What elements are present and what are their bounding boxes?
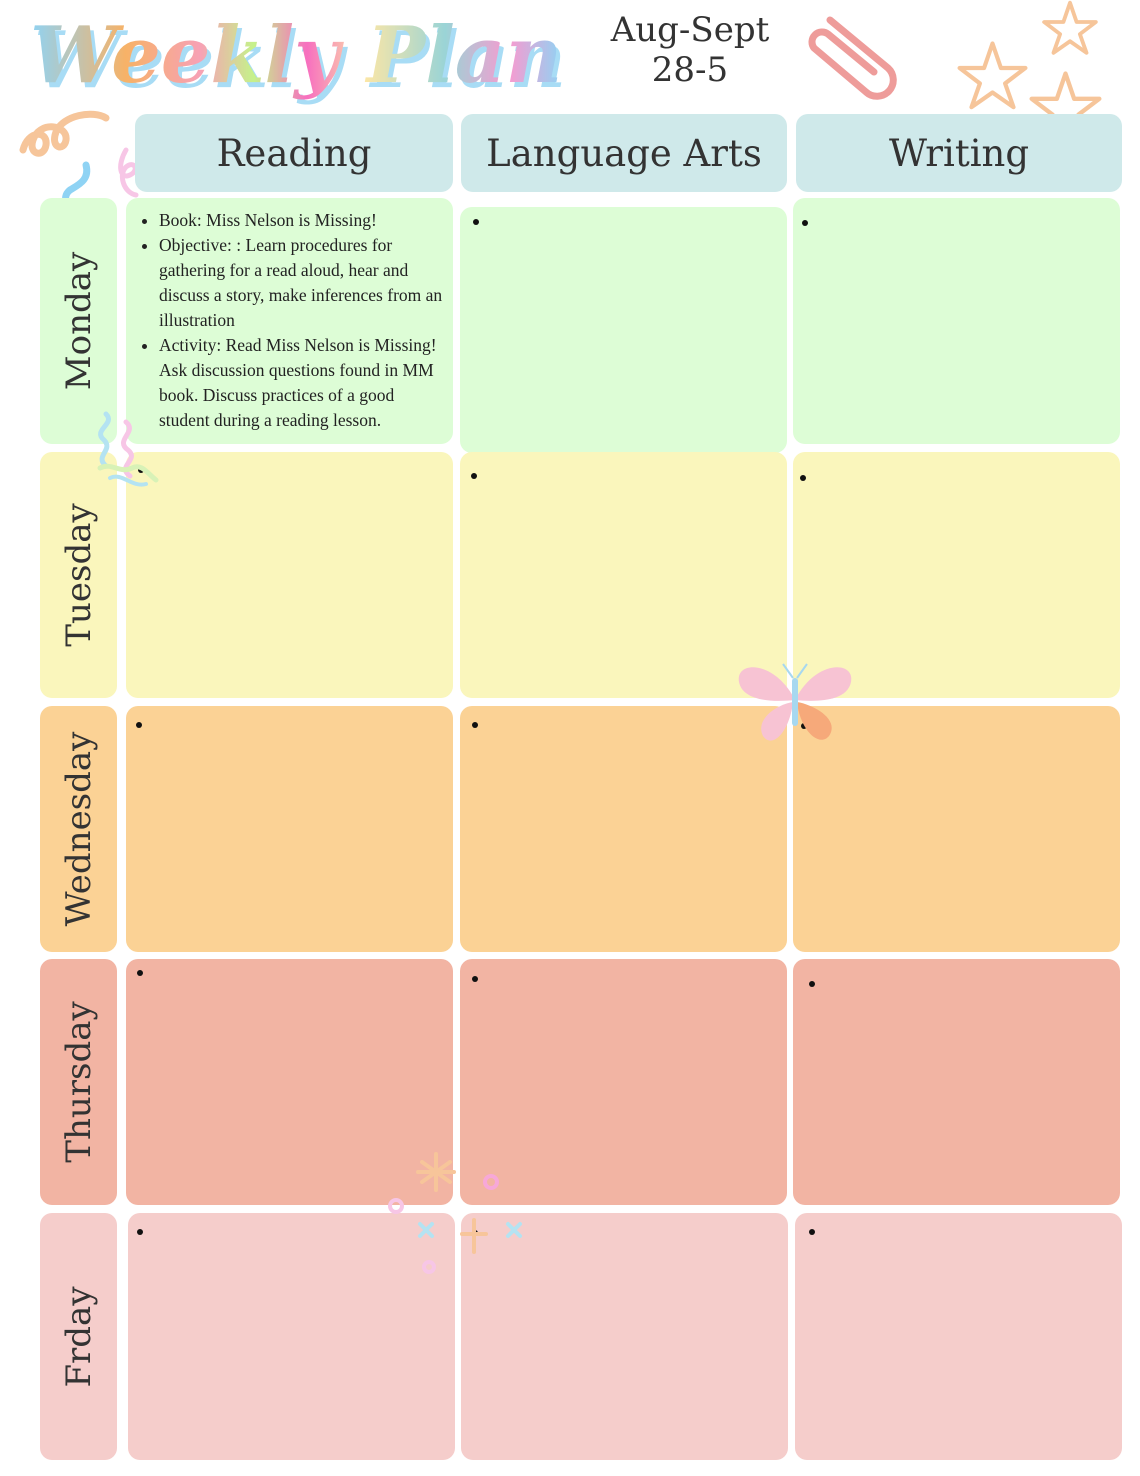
cell-wednesday-writing[interactable]: [793, 706, 1120, 952]
cell-monday-reading[interactable]: Book: Miss Nelson is Missing! Objective:…: [126, 198, 453, 444]
header-reading: Reading: [135, 114, 453, 192]
list-item: Book: Miss Nelson is Missing!: [159, 208, 449, 233]
svg-text:Weekly Plan: Weekly Plan: [30, 10, 562, 101]
header-language-arts: Language Arts: [461, 114, 787, 192]
swirl-icon: [118, 147, 139, 198]
bullet-icon: [473, 219, 479, 225]
bullet-icon: [137, 970, 143, 976]
bullet-icon: [809, 981, 815, 987]
cell-tuesday-language-arts[interactable]: [460, 452, 787, 698]
cell-thursday-reading[interactable]: [126, 959, 453, 1205]
list-item: Activity: Read Miss Nelson is Missing! A…: [159, 333, 449, 433]
butterfly-icon: [738, 663, 852, 741]
day-wednesday: Wednesday: [40, 706, 117, 952]
bullet-icon: [137, 1229, 143, 1235]
bullet-icon: [472, 722, 478, 728]
cell-wednesday-reading[interactable]: [126, 706, 453, 952]
day-tuesday: Tuesday: [40, 452, 117, 698]
swirl-icon: [97, 411, 159, 487]
cell-monday-language-arts[interactable]: [460, 207, 787, 453]
cell-wednesday-language-arts[interactable]: [460, 706, 787, 952]
bullet-icon: [800, 475, 806, 481]
date-range: Aug-Sept 28-5: [590, 10, 790, 90]
list-item: Objective: : Learn procedures for gather…: [159, 233, 449, 333]
bullet-icon: [472, 976, 478, 982]
weekly-plan-title: Weekly Plan Weekly Plan: [30, 10, 566, 106]
cell-tuesday-reading[interactable]: [126, 452, 453, 698]
day-thursday: Thursday: [40, 959, 117, 1205]
confetti-icon: [388, 1152, 522, 1274]
bullet-icon: [471, 473, 477, 479]
monday-reading-list: Book: Miss Nelson is Missing! Objective:…: [126, 198, 453, 433]
cell-friday-writing[interactable]: [795, 1213, 1122, 1460]
bullet-icon: [136, 722, 142, 728]
star-icon: [957, 41, 1028, 110]
svg-text:Weekly Plan: Weekly Plan: [34, 15, 566, 106]
bullet-icon: [801, 723, 807, 729]
day-monday: Monday: [40, 198, 117, 444]
cell-friday-language-arts[interactable]: [461, 1213, 788, 1460]
cell-monday-writing[interactable]: [793, 198, 1120, 444]
bullet-icon: [809, 1229, 815, 1235]
cell-thursday-writing[interactable]: [793, 959, 1120, 1205]
swirl-icon: [19, 110, 110, 157]
star-icon: [1042, 0, 1098, 55]
paperclip-icon: [808, 16, 897, 100]
header-writing: Writing: [796, 114, 1122, 192]
cell-tuesday-writing[interactable]: [793, 452, 1120, 698]
cell-friday-reading[interactable]: [128, 1213, 455, 1460]
day-friday: Frday: [40, 1213, 117, 1460]
bullet-icon: [802, 220, 808, 226]
cell-thursday-language-arts[interactable]: [460, 959, 787, 1205]
date-months: Aug-Sept: [610, 10, 770, 50]
date-days: 28-5: [651, 50, 729, 90]
